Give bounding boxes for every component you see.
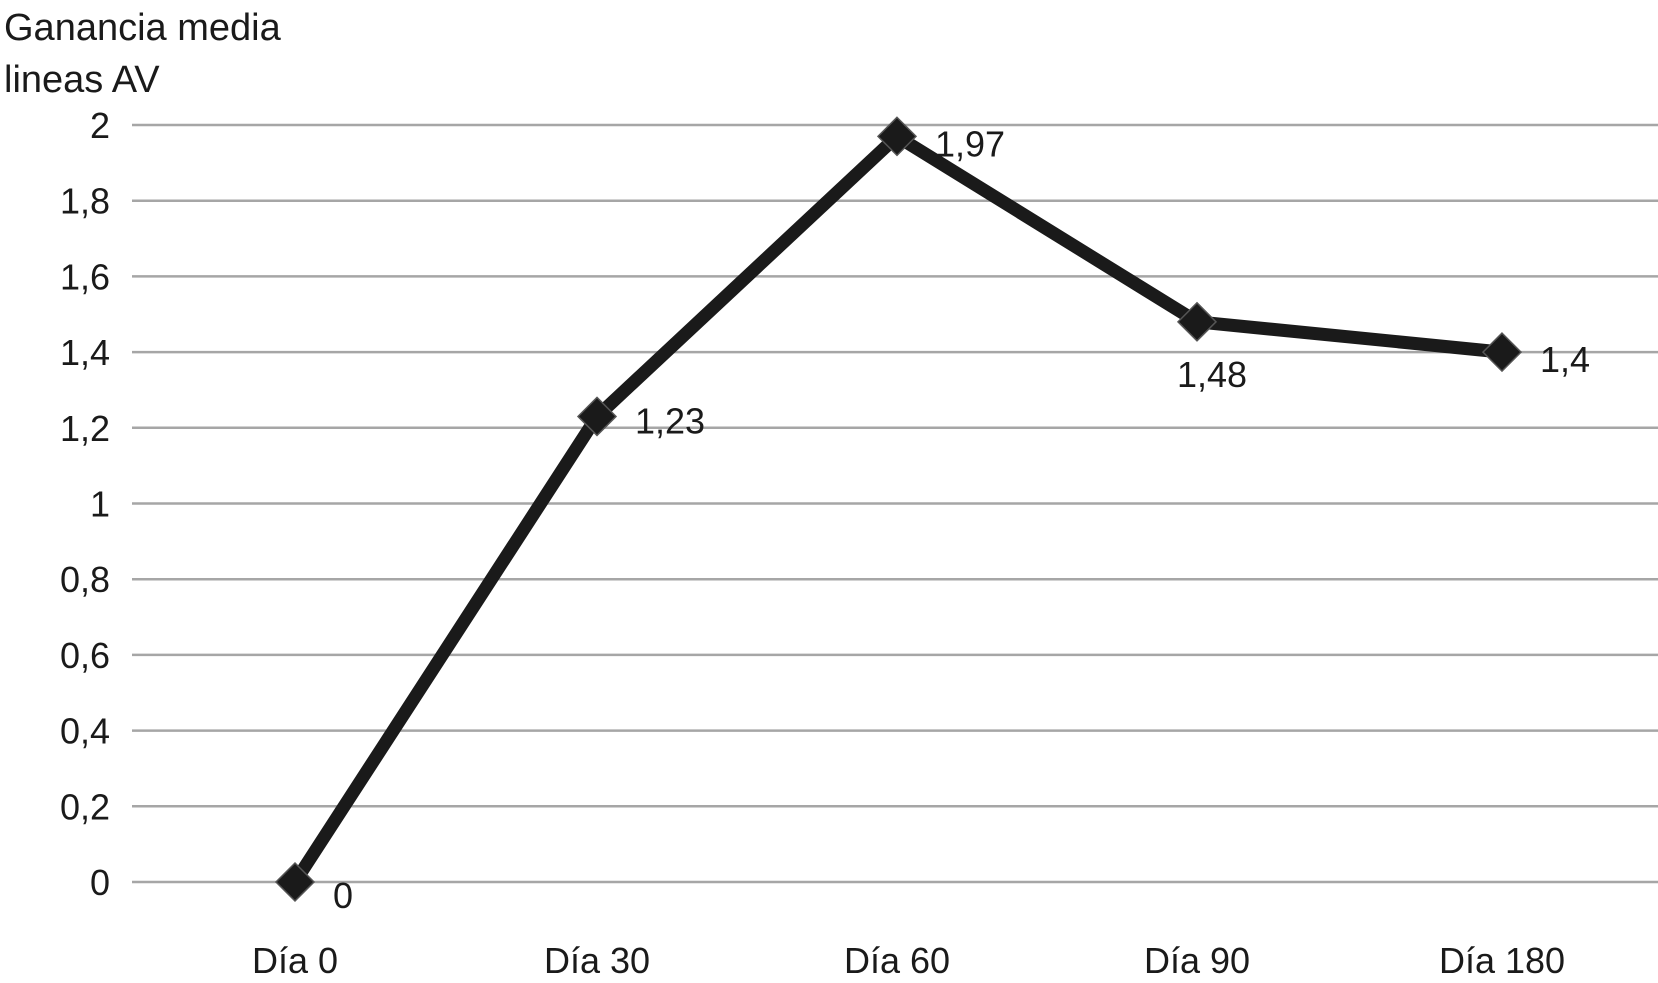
y-axis-title: Ganancia media lineas AV [4, 2, 281, 106]
y-tick-label: 0,8 [60, 559, 110, 600]
y-tick-label: 1,6 [60, 256, 110, 297]
y-axis-title-line-2: lineas AV [4, 59, 160, 101]
y-tick-label: 0,6 [60, 635, 110, 676]
data-marker [876, 116, 918, 157]
data-marker [576, 396, 618, 437]
data-label: 1,48 [1177, 354, 1247, 395]
data-label: 1,97 [935, 123, 1005, 164]
y-tick-label: 0,2 [60, 786, 110, 827]
x-category-label: Día 180 [1439, 940, 1565, 981]
y-tick-label: 1,2 [60, 408, 110, 449]
y-tick-label: 1 [90, 484, 110, 525]
y-tick-label: 2 [90, 105, 110, 146]
x-category-label: Día 60 [844, 940, 950, 981]
data-label: 1,4 [1540, 339, 1590, 380]
y-tick-label: 1,8 [60, 181, 110, 222]
y-axis-title-line-1: Ganancia media [4, 7, 281, 49]
y-tick-label: 0,4 [60, 711, 110, 752]
data-marker [1481, 332, 1523, 373]
data-labels: 0 1,23 1,97 1,48 1,4 [333, 123, 1590, 916]
data-label: 1,23 [635, 400, 705, 441]
x-category-label: Día 90 [1144, 940, 1250, 981]
gridlines [132, 123, 1658, 884]
y-axis-ticks: 0 0,2 0,4 0,6 0,8 1 1,2 1,4 1,6 1,8 2 [60, 105, 110, 903]
y-tick-label: 0 [90, 862, 110, 903]
data-marker [1176, 301, 1218, 342]
x-axis-categories: Día 0 Día 30 Día 60 Día 90 Día 180 [252, 940, 1565, 981]
data-label: 0 [333, 875, 353, 916]
data-marker [274, 861, 316, 903]
series-line [289, 128, 1503, 886]
x-category-label: Día 30 [544, 940, 650, 981]
series-line-group [274, 116, 1523, 903]
y-tick-label: 1,4 [60, 332, 110, 373]
x-category-label: Día 0 [252, 940, 338, 981]
